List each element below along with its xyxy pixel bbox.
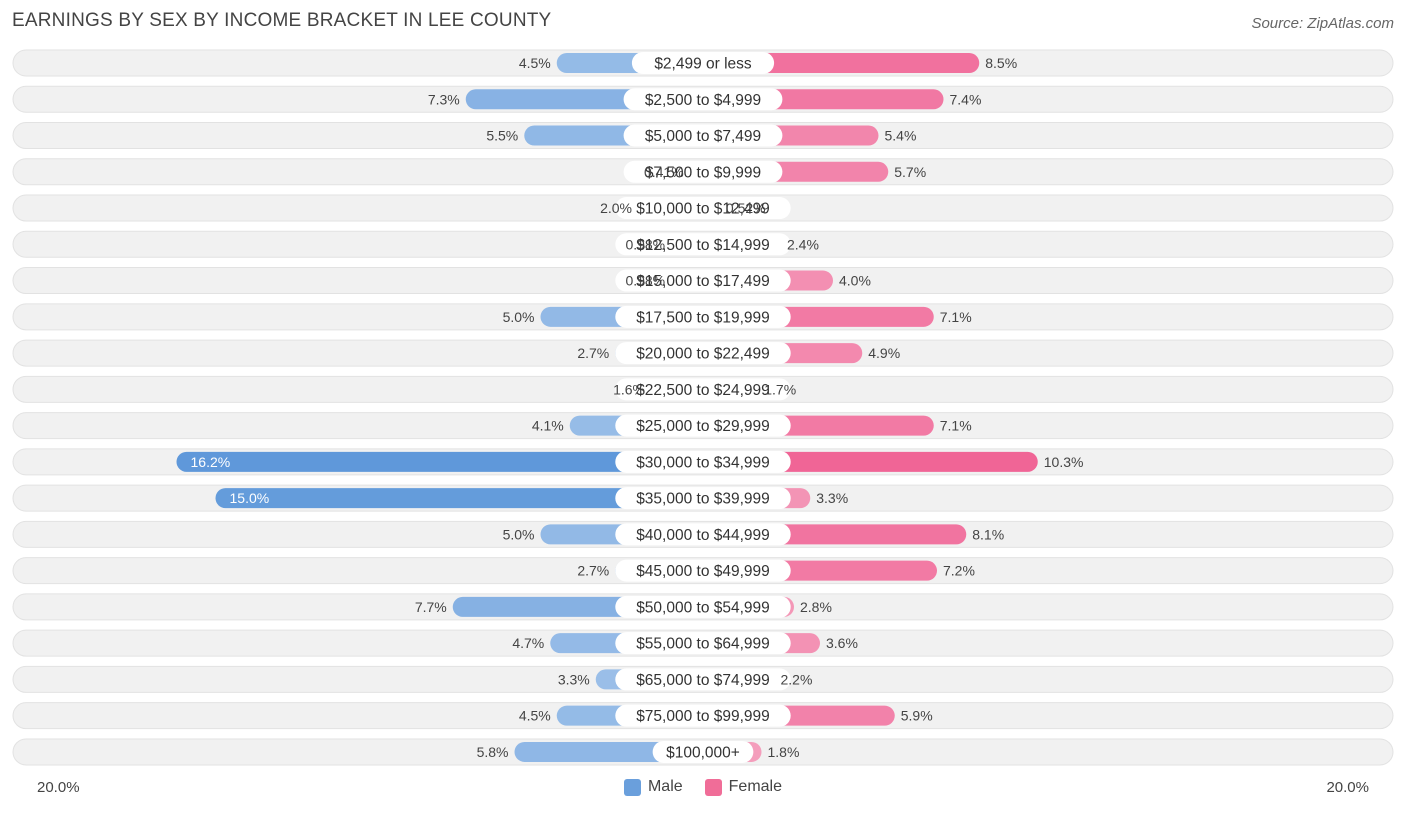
male-value-label: 1.6% — [613, 381, 645, 397]
male-value-label: 7.3% — [428, 91, 460, 107]
category-label-bg — [623, 124, 783, 147]
male-value-label: 4.1% — [532, 418, 564, 434]
female-value-label: 5.7% — [894, 164, 926, 180]
male-value-label: 4.5% — [519, 708, 551, 724]
category-label-bg — [615, 668, 791, 691]
male-value-label: 2.0% — [600, 200, 632, 216]
category-label-bg — [615, 704, 791, 727]
category-label: $2,500 to $4,999 — [645, 92, 761, 109]
category-label-bg — [615, 342, 791, 365]
female-value-label: 8.1% — [972, 526, 1004, 542]
category-label-bg — [615, 487, 791, 510]
source-credit: Source: ZipAtlas.com — [1251, 15, 1394, 32]
category-label: $22,500 to $24,999 — [636, 382, 770, 399]
female-value-label: 4.0% — [839, 273, 871, 289]
male-value-label: 0.98% — [625, 236, 665, 252]
category-label: $100,000+ — [666, 744, 740, 761]
female-value-label: 3.6% — [826, 635, 858, 651]
male-value-label: 2.7% — [577, 345, 609, 361]
category-label: $20,000 to $22,499 — [636, 346, 770, 363]
category-label-bg — [631, 52, 775, 74]
female-value-label: 2.2% — [781, 671, 813, 687]
category-label-bg — [615, 450, 791, 473]
male-value-label: 0.98% — [625, 273, 665, 289]
female-value-label: 5.9% — [901, 708, 933, 724]
legend-male-swatch — [623, 778, 641, 796]
category-label: $35,000 to $39,999 — [636, 491, 770, 508]
category-label-bg — [623, 88, 783, 111]
category-label-bg — [615, 269, 791, 292]
chart-title: EARNINGS BY SEX BY INCOME BRACKET IN LEE… — [12, 10, 552, 31]
category-label: $25,000 to $29,999 — [636, 418, 770, 435]
axis-left-label: 20.0% — [37, 779, 80, 796]
legend-female: Female — [704, 778, 783, 796]
male-value-label: 7.7% — [415, 599, 447, 615]
male-value-label: 4.5% — [519, 55, 551, 71]
female-value-label: 1.7% — [764, 381, 796, 397]
male-value-label: 3.3% — [558, 671, 590, 687]
legend-male-label: Male — [647, 778, 683, 795]
female-value-label: 0.52% — [726, 200, 766, 216]
category-label-bg — [652, 740, 754, 763]
female-value-label: 7.1% — [940, 418, 972, 434]
category-label: $50,000 to $54,999 — [636, 599, 770, 616]
category-label-bg — [615, 632, 791, 655]
category-label: $17,500 to $19,999 — [636, 309, 770, 326]
legend-female-label: Female — [728, 778, 783, 795]
category-label: $45,000 to $49,999 — [636, 563, 770, 580]
male-value-label: 5.0% — [503, 309, 535, 325]
legend-female-swatch — [704, 778, 722, 796]
category-label-bg — [615, 414, 791, 437]
female-value-label: 8.5% — [985, 55, 1017, 71]
category-label: $10,000 to $12,499 — [636, 201, 770, 218]
male-value-label: 5.0% — [503, 526, 535, 542]
female-value-label: 7.2% — [943, 563, 975, 579]
male-value-label: 4.7% — [512, 635, 544, 651]
category-label-bg — [615, 523, 791, 546]
category-label: $65,000 to $74,999 — [636, 672, 770, 689]
male-value-label: 0.41% — [644, 164, 684, 180]
male-value-label: 5.8% — [477, 744, 509, 760]
category-label: $55,000 to $64,999 — [636, 636, 770, 653]
female-value-label: 5.4% — [885, 128, 917, 144]
legend-male: Male — [623, 778, 683, 796]
axis-right-label: 20.0% — [1326, 779, 1369, 796]
female-value-label: 7.4% — [950, 91, 982, 107]
female-value-label: 2.8% — [800, 599, 832, 615]
category-label: $2,499 or less — [654, 56, 752, 73]
female-value-label: 7.1% — [940, 309, 972, 325]
category-label: $7,500 to $9,999 — [645, 164, 761, 181]
category-label: $40,000 to $44,999 — [636, 527, 770, 544]
category-label-bg — [615, 197, 791, 220]
legend: Male Female — [0, 778, 1406, 796]
category-label: $5,000 to $7,499 — [645, 128, 761, 145]
category-label: $75,000 to $99,999 — [636, 708, 770, 725]
category-label-bg — [615, 559, 791, 582]
category-label-bg — [623, 160, 783, 183]
category-label-bg — [615, 233, 791, 256]
category-label: $12,500 to $14,999 — [636, 237, 770, 254]
male-value-label: 5.5% — [486, 128, 518, 144]
female-value-label: 3.3% — [816, 490, 848, 506]
category-label: $30,000 to $34,999 — [636, 454, 770, 471]
category-label-bg — [615, 595, 791, 618]
male-bar — [176, 451, 703, 472]
category-label-bg — [615, 305, 791, 328]
category-label-bg — [615, 378, 791, 401]
male-value-label: 16.2% — [191, 454, 231, 470]
female-value-label: 10.3% — [1044, 454, 1084, 470]
male-value-label: 15.0% — [230, 490, 270, 506]
female-value-label: 1.8% — [768, 744, 800, 760]
male-bar — [215, 488, 703, 509]
female-value-label: 4.9% — [868, 345, 900, 361]
category-label: $15,000 to $17,499 — [636, 273, 770, 290]
female-value-label: 2.4% — [787, 236, 819, 252]
male-value-label: 2.7% — [577, 563, 609, 579]
